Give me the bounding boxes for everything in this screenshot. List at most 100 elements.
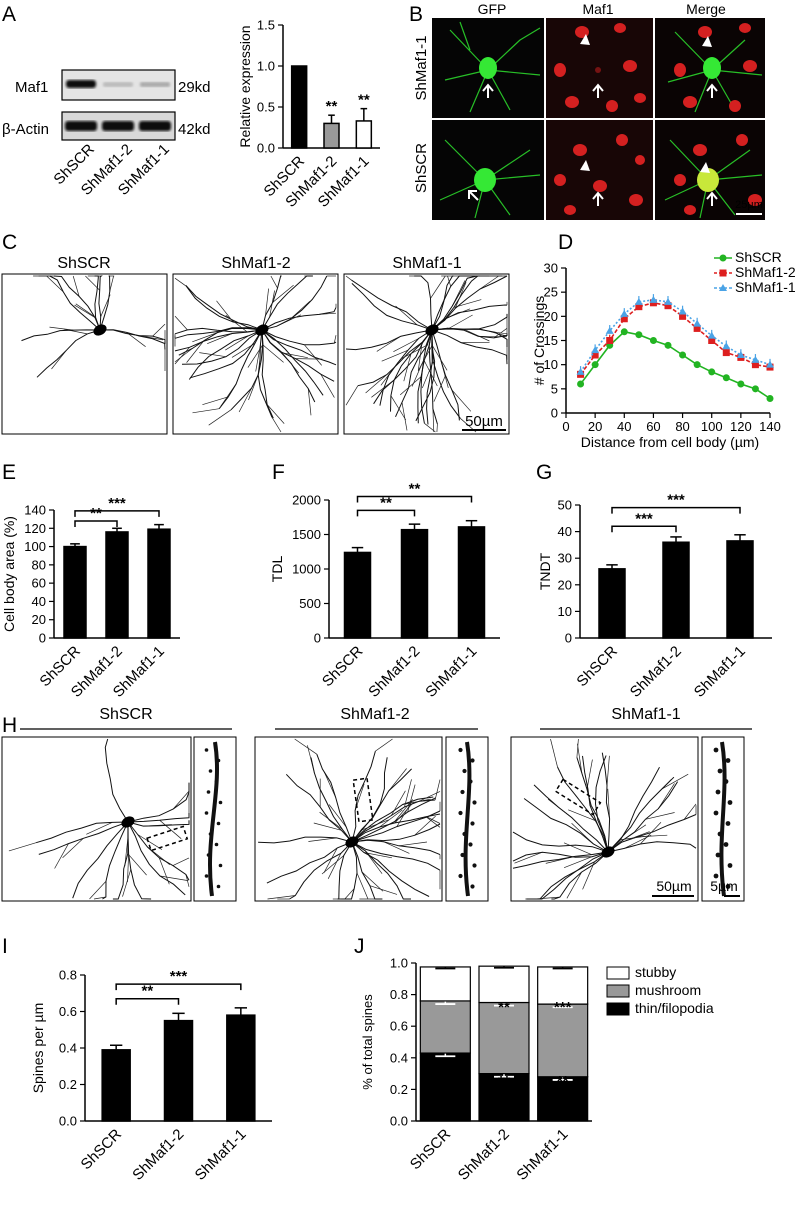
dendrite-branch [563, 856, 593, 869]
dendrite [431, 275, 508, 331]
dendrite [310, 757, 353, 843]
dendrite-branch [383, 841, 410, 854]
dendrite [49, 275, 101, 331]
dendrite-branch [432, 408, 435, 433]
dendrite [261, 275, 313, 331]
dendrite-branch [661, 773, 689, 790]
x-tick-label: 140 [759, 419, 781, 434]
dendrite-branch [361, 871, 384, 892]
dendrite-branch [568, 809, 597, 822]
legend-swatch [606, 984, 630, 998]
x-tick-label: 60 [646, 419, 660, 434]
dendrite-branch [174, 348, 193, 363]
legend-marker [719, 254, 727, 262]
dendrite-branch [434, 779, 441, 801]
spine [208, 769, 213, 773]
category-label: ShSCR [319, 643, 367, 691]
y-tick-label: 0.8 [390, 987, 408, 1002]
stacked-bar-segment [478, 965, 530, 1004]
y-tick-label: 80 [32, 557, 46, 572]
row-label-shmaf1-1: ShMaf1-1 [413, 35, 430, 100]
dendrite-branch [364, 850, 383, 874]
bar [662, 541, 690, 639]
western-blot: Maf1 β-Actin 29kd 42kd ShSCR ShMaf1-2 Sh… [2, 69, 211, 199]
data-point [708, 337, 716, 344]
data-point [678, 307, 687, 315]
dendrite-branch [658, 783, 675, 809]
dendrite-branch [607, 788, 610, 819]
scale-bar-label: 50µm [656, 878, 691, 894]
dendrite-branch [683, 803, 697, 820]
significance-bracket [74, 520, 118, 527]
bar [63, 545, 87, 639]
dendrite [218, 329, 263, 410]
dendrite-branch [192, 332, 218, 343]
dendrite-branch [199, 352, 227, 358]
y-tick-label: 1.5 [257, 18, 275, 33]
dendrite-branch [328, 804, 347, 828]
blot-band-actin-shmaf1-2 [102, 121, 134, 131]
category-label: ShMaf1-1 [513, 1126, 571, 1184]
y-axis-title: % of total spines [360, 994, 375, 1090]
dendrite [99, 275, 111, 331]
dendrite-branch [375, 738, 393, 752]
bar [355, 120, 373, 149]
y-tick-label: 50 [558, 498, 572, 513]
dendrite [261, 329, 337, 366]
dendrite-branch [208, 409, 232, 426]
blot-row-label-actin: β-Actin [2, 121, 49, 138]
stacked-bar-segment [478, 1001, 530, 1075]
neuron-images-C: ShSCR ShMaf1-2 ShMaf1-1 50µm [1, 255, 510, 435]
dendrite-branch [356, 872, 369, 900]
dendrite [174, 327, 263, 335]
dendrite-branch [390, 395, 407, 421]
bar [147, 528, 171, 639]
dendrite [351, 796, 434, 843]
cell-body [345, 836, 359, 848]
data-point [576, 367, 585, 375]
spine [218, 863, 223, 868]
dendrite [523, 798, 609, 853]
data-point [620, 309, 629, 317]
column-title-merge: Merge [686, 1, 726, 17]
dendrite-branch [399, 375, 422, 396]
significance-label: ** [498, 1073, 510, 1090]
y-tick-label: 20 [544, 309, 558, 324]
y-axis-title: Spines per µm [30, 1003, 46, 1094]
spine [206, 790, 211, 794]
dendrite [261, 329, 337, 346]
stacked-bar-segment [537, 1076, 589, 1122]
dendrite [351, 799, 436, 843]
dendrite-branch [159, 819, 182, 839]
category-label: ShMaf1-1 [422, 643, 480, 701]
dendrite-branch [127, 853, 147, 876]
category-label: ShSCR [407, 1126, 455, 1174]
y-tick-label: 100 [24, 539, 46, 554]
dendrite [351, 839, 441, 856]
dendrite-branch [447, 314, 473, 330]
zoom-region-box [554, 778, 602, 816]
stacked-bar-segment [419, 966, 471, 1002]
data-point [591, 361, 599, 369]
spine [468, 842, 473, 847]
y-tick-label: 0 [314, 631, 321, 646]
data-point [766, 360, 774, 368]
dendrite-branch [323, 771, 337, 798]
panel-label-J: J [354, 935, 365, 958]
y-tick-label: 40 [32, 594, 46, 609]
y-tick-label: 1000 [292, 562, 321, 577]
data-point [605, 326, 614, 334]
dendrite-branch [186, 341, 204, 363]
dendrite-branch [262, 344, 284, 363]
spine [715, 789, 721, 795]
y-tick-label: 1500 [292, 527, 321, 542]
dendrite-branch [582, 861, 595, 890]
dendrite-branch [8, 842, 37, 852]
legend-label: ShSCR [735, 249, 782, 265]
dendrite-branch [363, 852, 392, 859]
arrow-icon [592, 83, 604, 98]
dendrite [266, 841, 353, 884]
stacked-bar-segment [537, 966, 589, 1005]
dendrite-branch [514, 851, 543, 864]
